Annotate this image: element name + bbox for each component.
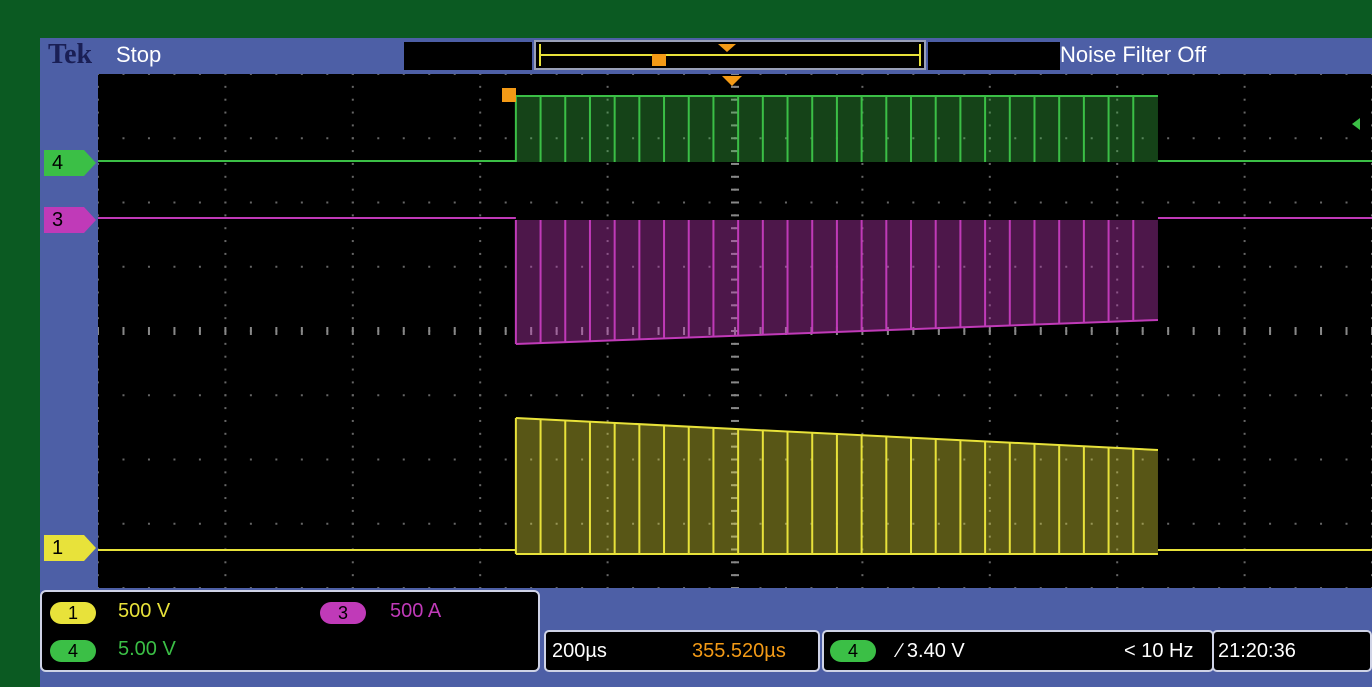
top-status-bar: Tek Stop Noise Filter Off [40, 38, 1372, 72]
trigger-frequency-value: < 10 Hz [1124, 640, 1194, 662]
horizontal-readout[interactable]: 200µs 355.520µs [544, 630, 820, 672]
trigger-level-value: ∕ 3.40 V [898, 640, 965, 662]
brand-logo: Tek [48, 39, 93, 70]
noise-filter-status: Noise Filter Off [1060, 42, 1207, 67]
trigger-position-marker [502, 76, 742, 102]
channel-1-trace [98, 417, 1372, 555]
clock-time: 21:20:36 [1218, 640, 1296, 662]
ch3-badge[interactable]: 3 [320, 602, 366, 624]
channel-3-marker[interactable]: 3 [44, 207, 96, 233]
channel-1-marker[interactable]: 1 [44, 535, 96, 561]
waveform-display[interactable] [98, 74, 1372, 588]
ch4-scale: 5.00 V [118, 638, 176, 660]
clock-readout: 21:20:36 [1212, 630, 1372, 672]
channel-3-trace [98, 217, 1372, 345]
trigger-readout[interactable]: 4 ∕ 3.40 V < 10 Hz [822, 630, 1214, 672]
trigger-source-badge: 4 [830, 640, 876, 662]
timebase-value: 200µs [552, 640, 607, 662]
ch4-badge[interactable]: 4 [50, 640, 96, 662]
acquisition-status: Stop [116, 42, 162, 67]
record-overview-ruler[interactable] [534, 40, 926, 70]
trigger-level-arrow-icon [1352, 118, 1360, 130]
channel-4-trace [98, 95, 1372, 162]
horizontal-position-value: 355.520µs [692, 640, 786, 662]
ch1-scale: 500 V [118, 600, 171, 622]
vertical-scale-readout[interactable]: 1 500 V 3 500 A 4 5.00 V [40, 590, 540, 672]
topbar-spacer-right [928, 42, 1060, 70]
ch1-badge[interactable]: 1 [50, 602, 96, 624]
channel-4-marker[interactable]: 4 [44, 150, 96, 176]
ch3-scale: 500 A [390, 600, 442, 622]
topbar-spacer [404, 42, 532, 70]
